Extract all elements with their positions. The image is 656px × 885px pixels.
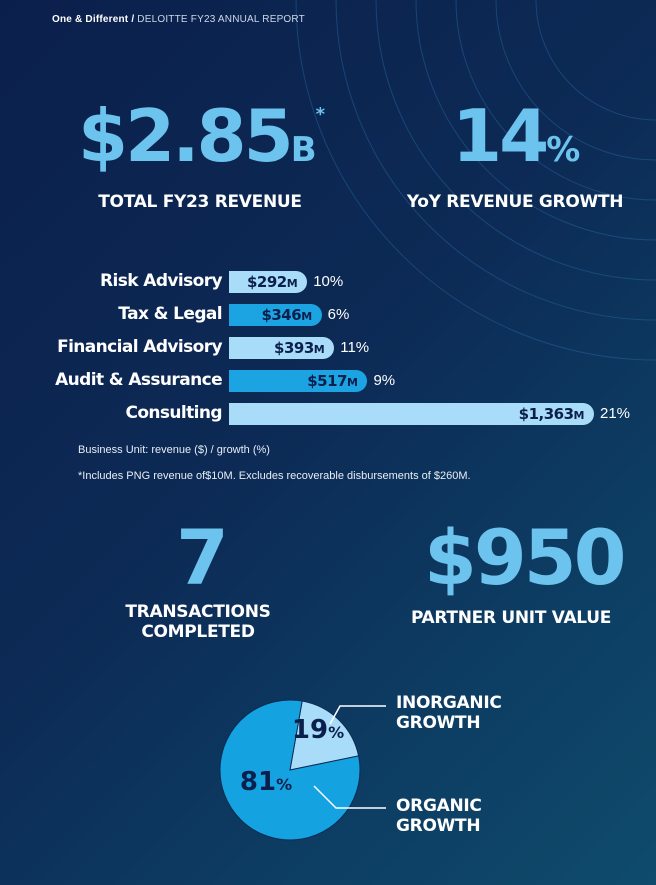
pie-label-organic-line1: ORGANIC (396, 796, 482, 816)
bar-value-label-3: $517M (307, 372, 358, 390)
pie-label-inorganic-line2: GROWTH (396, 713, 481, 734)
pie-percent-number-0: 19 (292, 715, 328, 745)
bar-value-number-2: $393 (274, 339, 314, 357)
revenue-label: TOTAL FY23 REVENUE (98, 192, 302, 212)
bar-4: $1,363M (229, 403, 594, 425)
bar-growth-label-4: 21% (600, 405, 631, 422)
pie-label-inorganic: INORGANIC GROWTH (396, 693, 502, 734)
bar-2: $393M (229, 337, 335, 359)
bar-value-number-4: $1,363 (518, 405, 574, 423)
transactions-label: TRANSACTIONS COMPLETED (98, 602, 298, 643)
pie-percent-label-1: 81% (240, 767, 292, 797)
chart-caption: Business Unit: revenue ($) / growth (%) (78, 444, 270, 456)
bar-value-label-0: $292M (246, 273, 298, 291)
transactions-label-line2: COMPLETED (141, 622, 255, 643)
pie-leader-line-0 (329, 705, 386, 725)
pie-percent-sign-0: % (328, 723, 344, 742)
chart-footnote: *Includes PNG revenue of$10M. Excludes r… (78, 470, 471, 482)
bar-growth-label-1: 6% (327, 306, 350, 323)
bar-value-label-2: $393M (274, 339, 325, 357)
bar-growth-label-3: 9% (373, 372, 396, 389)
bar-label-0: Risk Advisory (100, 271, 223, 291)
bar-label-2: Financial Advisory (57, 337, 223, 357)
bar-3: $517M (229, 370, 368, 392)
bar-value-unit-3: M (346, 376, 358, 389)
pie-percent-sign-1: % (276, 775, 292, 794)
pie-percent-number-1: 81 (240, 767, 276, 797)
bar-value-unit-4: M (573, 409, 585, 422)
growth-value: 14% (452, 100, 580, 172)
header-report: DELOITTE FY23 ANNUAL REPORT (137, 14, 305, 25)
growth-number: 14 (452, 94, 549, 178)
transactions-label-line1: TRANSACTIONS (125, 602, 271, 622)
growth-label: YoY REVENUE GROWTH (406, 192, 624, 212)
bar-label-1: Tax & Legal (118, 304, 222, 324)
report-header: One & Different / DELOITTE FY23 ANNUAL R… (52, 14, 305, 25)
bar-value-label-1: $346M (261, 306, 312, 324)
bar-value-unit-1: M (301, 310, 312, 323)
bar-value-number-3: $517 (307, 372, 347, 390)
bar-value-label-4: $1,363M (518, 405, 585, 423)
bar-0: $292M (229, 271, 308, 293)
transactions-value: 7 (176, 513, 229, 602)
header-series: One & Different (52, 14, 129, 25)
bar-1: $346M (229, 304, 322, 326)
bar-value-number-0: $292 (246, 273, 287, 291)
bar-value-unit-2: M (313, 343, 325, 356)
bar-growth-label-0: 10% (313, 273, 344, 290)
pie-label-inorganic-line1: INORGANIC (396, 693, 502, 713)
bar-label-3: Audit & Assurance (55, 370, 223, 390)
pie-slice-0 (289, 700, 360, 771)
pie-leader-line-1 (313, 785, 386, 809)
pie-label-organic: ORGANIC GROWTH (396, 796, 482, 837)
partner-unit-value: $950 (424, 513, 627, 602)
bar-value-unit-0: M (286, 277, 298, 290)
revenue-footnote-marker: * (315, 104, 326, 125)
pie-percent-label-0: 19% (292, 715, 344, 745)
header-separator: / (131, 14, 135, 25)
bar-label-4: Consulting (125, 403, 222, 423)
bar-value-number-1: $346 (261, 306, 302, 324)
revenue-suffix: B (290, 130, 317, 170)
revenue-value: $2.85B* (78, 100, 325, 172)
partner-unit-label: PARTNER UNIT VALUE (410, 608, 612, 628)
revenue-number: $2.85 (78, 94, 294, 178)
bar-growth-label-2: 11% (340, 339, 370, 356)
pie-label-organic-line2: GROWTH (396, 816, 481, 837)
growth-suffix: % (546, 130, 580, 170)
pie-slice-1 (219, 699, 361, 841)
